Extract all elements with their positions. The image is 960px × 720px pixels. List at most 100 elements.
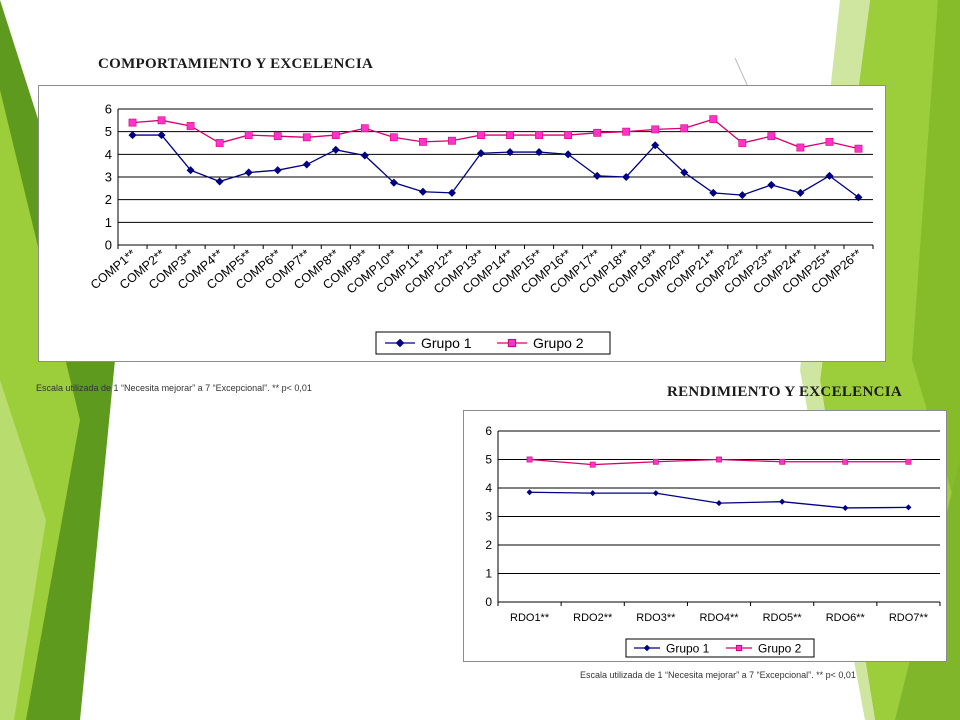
top-chart-series-1-point-21 — [738, 191, 747, 200]
top-chart-series-1-point-2 — [186, 166, 195, 175]
top-chart-series-1-point-20 — [709, 188, 718, 197]
top-chart-ytick-2: 2 — [105, 192, 112, 207]
bottom-chart-series-1-point-5 — [842, 504, 849, 511]
top-chart-series-2-point-22 — [767, 132, 776, 141]
top-chart-series-1-point-25 — [854, 193, 863, 202]
bottom-chart-series-2-point-2 — [652, 458, 659, 465]
top-chart-legend-label-1: Grupo 1 — [421, 335, 472, 351]
top-chart-series-1-point-7 — [331, 145, 340, 154]
top-chart-ytick-4: 4 — [105, 147, 112, 162]
top-chart-series-2-point-15 — [564, 131, 572, 139]
bottom-chart-series-2-point-6 — [905, 458, 912, 465]
top-chart-legend-box — [375, 331, 611, 355]
top-chart-series-2-point-19 — [680, 124, 689, 133]
top-chart-series-2-point-20 — [709, 115, 718, 124]
bottom-chart-series-1-point-2 — [652, 490, 659, 497]
top-chart-ytick-6: 6 — [105, 102, 112, 117]
top-chart-series-1-point-4 — [244, 168, 253, 177]
top-chart-series-2-point-13 — [506, 131, 514, 139]
bottom-chart-frame: 0 1 2 3 4 5 6 RDO1** RDO2** RDO3** RDO4** RDO5** RDO… — [463, 410, 947, 662]
bottom-chart-legend-label-2: Grupo 2 — [758, 641, 802, 655]
bottom-chart-ytick-4: 4 — [485, 481, 492, 495]
bottom-chart-xtick-label-6: RDO7** — [889, 612, 929, 624]
top-chart-frame: 0 1 2 3 4 5 6 COMP1** COMP2** COMP3** COMP4** COMP5… — [38, 85, 886, 362]
top-chart-series-1-point-6 — [302, 160, 311, 169]
top-chart-series-2-point-8 — [360, 124, 369, 133]
top-chart-series-1-point-8 — [360, 151, 369, 160]
top-chart-ytick-0: 0 — [105, 238, 112, 253]
top-chart-series-1-point-5 — [273, 166, 282, 175]
bottom-chart-legend-marker-2 — [735, 644, 743, 652]
left-green-sliver — [0, 380, 46, 720]
top-chart-series-1-point-17 — [622, 172, 631, 182]
top-chart-series-1-line — [132, 134, 859, 198]
top-chart-series-1-point-22 — [767, 180, 776, 189]
top-chart-series-1-point-19 — [680, 168, 689, 177]
top-chart-series-2-point-1 — [157, 116, 166, 125]
bottom-chart-xtick-label-5: RDO6** — [826, 612, 866, 624]
top-chart-series-1-point-13 — [505, 148, 515, 157]
bottom-chart-series-1-point-1 — [589, 490, 596, 497]
top-chart-series-1-point-0 — [128, 131, 137, 140]
bottom-chart-series-2-point-3 — [716, 456, 722, 463]
bottom-chart-ytick-2: 2 — [485, 538, 492, 552]
top-chart-series-2-point-12 — [477, 131, 485, 139]
bottom-chart-xtick-label-3: RDO4** — [699, 612, 739, 624]
bottom-chart-xtick-label-1: RDO2** — [573, 612, 613, 624]
top-chart-series-2-point-18 — [651, 125, 660, 134]
bottom-chart-series-1-point-4 — [779, 498, 786, 505]
top-chart-series-1-point-9 — [389, 178, 398, 187]
top-chart-series-2-point-23 — [796, 143, 805, 152]
top-chart-series-1-point-16 — [593, 171, 602, 180]
bottom-chart-series-2-point-0 — [526, 456, 533, 463]
bottom-chart-note: Escala utilizada de 1 “Necesita mejorar”… — [580, 670, 856, 680]
top-chart-series-2-point-6 — [302, 133, 311, 142]
top-chart-ytick-1: 1 — [105, 215, 112, 230]
top-chart-legend-marker-2 — [507, 338, 517, 348]
top-chart-series-1-point-14 — [535, 148, 544, 157]
top-chart-series-2-point-25 — [854, 144, 863, 153]
bottom-chart-ytick-5: 5 — [485, 453, 492, 467]
top-chart-series-1-point-3 — [215, 177, 224, 186]
top-chart-series-2-point-17 — [622, 127, 631, 136]
bottom-chart-legend-box — [625, 638, 815, 658]
top-chart-series-2-point-11 — [448, 136, 456, 145]
top-line-chart: 0123456COMP1**COMP2**COMP3**COMP4**COMP5… — [88, 102, 874, 355]
top-chart-legend-marker-1 — [395, 338, 405, 348]
bottom-chart-xtick-label-2: RDO3** — [636, 612, 676, 624]
bottom-chart-series-2-point-1 — [589, 461, 596, 468]
bottom-chart-series-2-point-4 — [779, 458, 786, 465]
top-chart-series-1-point-10 — [418, 187, 427, 196]
bottom-chart-xtick-label-0: RDO1** — [510, 612, 550, 624]
bottom-chart-series-1-point-0 — [526, 489, 533, 496]
top-chart-series-2-point-16 — [593, 128, 602, 137]
top-chart-legend-label-2: Grupo 2 — [533, 335, 584, 351]
bottom-chart-ytick-0: 0 — [485, 595, 492, 609]
top-chart-series-2-point-14 — [535, 131, 543, 139]
right-green-band-mid — [912, 0, 960, 520]
bottom-chart-legend-label-1: Grupo 1 — [666, 641, 710, 655]
top-chart-series-2-point-4 — [244, 131, 253, 139]
bottom-chart-legend-marker-1 — [643, 644, 651, 652]
top-chart-series-2-point-3 — [215, 139, 224, 147]
top-chart-series-1-point-1 — [157, 131, 166, 140]
bottom-chart-title: RENDIMIENTO Y EXCELENCIA — [667, 384, 903, 400]
bottom-line-chart: 0 1 2 3 4 5 6 RDO1** RDO2** RDO3** RDO4** RDO5** RDO… — [485, 424, 941, 658]
top-chart-note: Escala utilizada de 1 “Necesita mejorar”… — [36, 383, 312, 393]
top-chart-ytick-3: 3 — [105, 170, 112, 185]
top-chart-series-2-point-9 — [389, 133, 398, 142]
top-chart-series-1-point-23 — [796, 188, 805, 197]
top-chart-series-2-point-7 — [331, 131, 340, 139]
top-chart-ytick-5: 5 — [105, 124, 112, 139]
bottom-chart-ytick-3: 3 — [485, 510, 492, 524]
bottom-chart-xtick-label-4: RDO5** — [763, 612, 803, 624]
bottom-chart-series-1-point-3 — [715, 500, 723, 507]
top-chart-series-1-point-18 — [651, 141, 660, 150]
top-chart-series-2-point-2 — [186, 122, 195, 130]
top-chart-series-1-point-11 — [447, 188, 456, 197]
bottom-chart-series-1-point-6 — [905, 504, 912, 511]
top-chart-series-2-point-21 — [738, 139, 747, 147]
top-chart-title: COMPORTAMIENTO Y EXCELENCIA — [98, 56, 374, 72]
top-chart-series-2-line — [132, 118, 859, 150]
top-chart-series-2-point-24 — [825, 137, 834, 146]
